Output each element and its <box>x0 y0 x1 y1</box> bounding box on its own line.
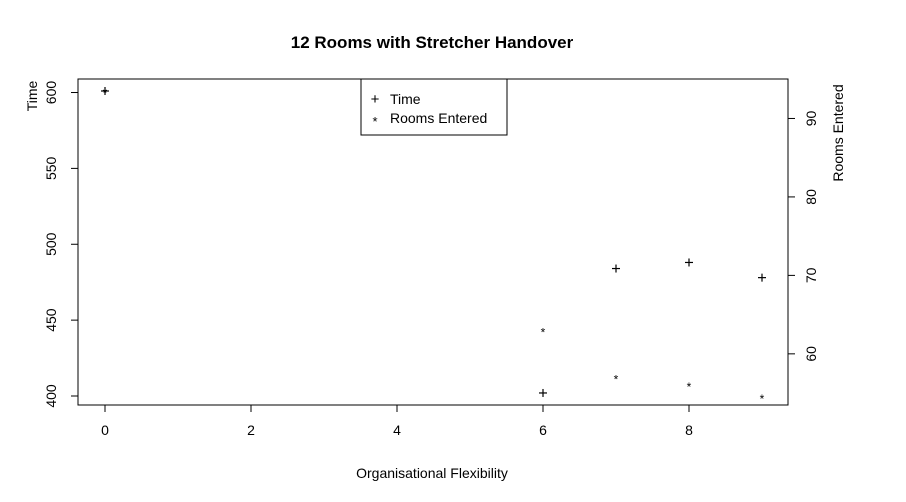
y-right-tick-label: 70 <box>803 267 819 283</box>
rooms-entered-point: * <box>541 325 546 339</box>
y-left-tick-label: 600 <box>43 81 59 105</box>
y-left-tick-label: 550 <box>43 156 59 180</box>
x-axis: 0 2 4 6 8 <box>101 404 693 438</box>
y-right-tick-label: 90 <box>803 110 819 126</box>
time-point <box>539 388 547 397</box>
x-axis-label: Organisational Flexibility <box>356 465 508 481</box>
x-tick-label: 0 <box>101 422 109 438</box>
rooms-entered-point: * <box>614 372 619 386</box>
y-axis-right: 60 70 80 90 <box>788 110 819 362</box>
rooms-entered-point: * <box>687 380 692 394</box>
time-point <box>758 273 766 282</box>
legend-marker-time: + <box>371 91 380 108</box>
time-point <box>612 264 620 273</box>
legend: + Time * Rooms Entered <box>360 78 508 136</box>
x-tick-label: 8 <box>685 422 693 438</box>
y-right-tick-label: 80 <box>803 189 819 205</box>
legend-label-rooms: Rooms Entered <box>390 110 487 126</box>
chart-title: 12 Rooms with Stretcher Handover <box>291 33 574 52</box>
rooms-entered-point: * <box>103 86 108 100</box>
y-axis-left: 400 450 500 550 600 <box>43 81 78 408</box>
x-tick-label: 6 <box>539 422 547 438</box>
x-tick-label: 4 <box>393 422 401 438</box>
y-left-tick-label: 400 <box>43 384 59 408</box>
y-right-tick-label: 60 <box>803 346 819 362</box>
y-axis-left-label: Time <box>24 80 40 111</box>
legend-marker-rooms: * <box>372 114 377 129</box>
y-left-tick-label: 450 <box>43 308 59 332</box>
y-left-tick-label: 500 <box>43 232 59 256</box>
time-point <box>101 87 109 95</box>
data-points: * * * * * <box>101 86 766 406</box>
legend-label-time: Time <box>390 91 421 107</box>
x-tick-label: 2 <box>247 422 255 438</box>
time-point <box>685 258 693 267</box>
legend-box <box>360 78 508 136</box>
rooms-entered-point: * <box>760 392 765 406</box>
y-axis-right-label: Rooms Entered <box>830 84 846 181</box>
